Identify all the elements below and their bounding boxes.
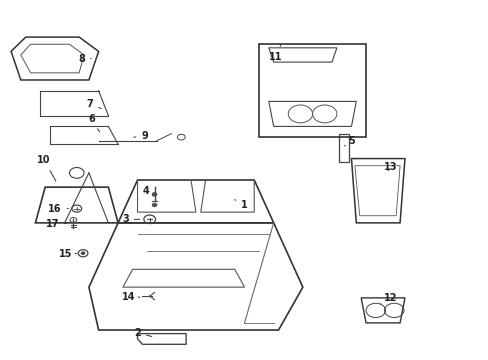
Circle shape [81,252,85,255]
Text: 8: 8 [78,54,91,64]
Circle shape [152,193,157,196]
Text: 11: 11 [269,44,282,62]
Text: 4: 4 [142,186,153,196]
Text: 10: 10 [38,156,56,181]
Text: 7: 7 [86,99,101,109]
Text: 5: 5 [344,136,354,147]
Text: 14: 14 [122,292,140,302]
Text: 2: 2 [134,328,152,338]
Text: 3: 3 [122,214,140,224]
Text: 17: 17 [45,219,66,229]
Text: 12: 12 [380,293,396,303]
Text: 15: 15 [59,249,77,258]
Text: 1: 1 [234,200,247,210]
Bar [259,44,366,137]
Text: 16: 16 [48,203,68,213]
Text: 6: 6 [88,113,100,132]
Circle shape [152,203,157,207]
Text: 13: 13 [383,162,396,172]
Text: 9: 9 [133,131,148,141]
